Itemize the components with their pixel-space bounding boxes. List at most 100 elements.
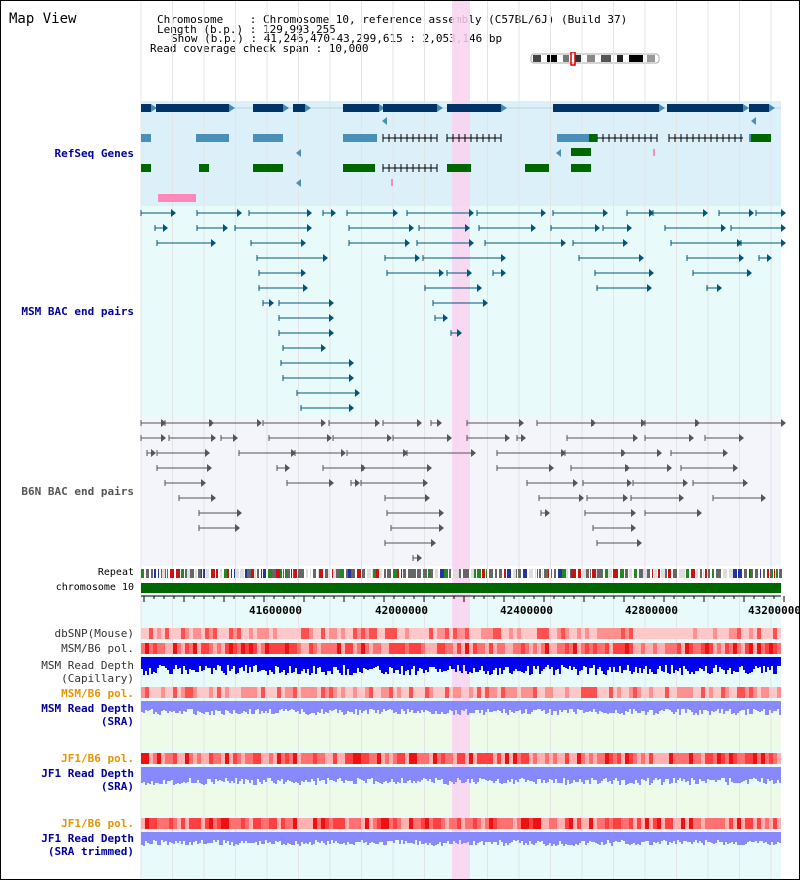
- polymorphism-cell: [709, 643, 713, 654]
- read-depth-bar: [311, 767, 313, 779]
- read-depth-bar: [641, 657, 643, 673]
- read-depth-bar: [709, 657, 711, 674]
- polymorphism-cell: [685, 687, 689, 698]
- polymorphism-cell: [441, 643, 445, 654]
- read-depth-bar: [437, 832, 439, 844]
- read-depth-bar: [179, 832, 181, 841]
- read-depth-bar: [347, 832, 349, 842]
- polymorphism-cell: [533, 818, 537, 829]
- read-depth-bar: [343, 767, 345, 783]
- chromosome-ideogram[interactable]: [529, 52, 661, 66]
- read-depth-bar: [463, 701, 465, 711]
- read-depth-bar: [289, 657, 291, 666]
- read-depth-bar: [657, 657, 659, 669]
- read-depth-bar: [319, 767, 321, 781]
- read-depth-bar: [387, 767, 389, 783]
- polymorphism-cell: [213, 687, 217, 698]
- polymorphism-cell: [589, 628, 593, 639]
- read-depth-bar: [295, 832, 297, 841]
- polymorphism-cell: [689, 687, 693, 698]
- read-depth-bar: [387, 701, 389, 710]
- polymorphism-cell: [605, 753, 609, 764]
- msm-bac-pair-end: [501, 269, 506, 277]
- read-depth-bar: [281, 657, 283, 672]
- read-depth-bar: [197, 701, 199, 711]
- polymorphism-cell: [401, 687, 405, 698]
- polymorphism-cell: [485, 818, 489, 829]
- read-depth-bar: [495, 832, 497, 842]
- read-depth-bar: [179, 767, 181, 784]
- read-depth-bar: [149, 767, 151, 784]
- b6n-bac-pair-end: [375, 419, 380, 427]
- repeat-element: [551, 569, 552, 578]
- polymorphism-cell: [557, 753, 561, 764]
- read-depth-bar: [239, 701, 241, 714]
- polymorphism-cell: [765, 687, 769, 698]
- chromosome-bar: [141, 583, 781, 593]
- msm-bac-pair-end: [457, 329, 462, 337]
- read-depth-bar: [773, 701, 775, 711]
- msm-bac-pair-end: [409, 224, 414, 232]
- read-depth-bar: [575, 701, 577, 714]
- polymorphism-cell: [449, 753, 453, 764]
- read-depth-bar: [741, 701, 743, 710]
- read-depth-bar: [745, 832, 747, 844]
- repeat-element: [749, 569, 750, 578]
- read-depth-bar: [459, 701, 461, 715]
- read-depth-bar: [355, 767, 357, 784]
- repeat-element: [643, 569, 647, 578]
- b6n-bac-pair-end: [545, 509, 550, 517]
- read-depth-bar: [303, 701, 305, 712]
- read-depth-bar: [717, 657, 719, 672]
- read-depth-bar: [431, 701, 433, 714]
- repeat-element: [287, 569, 290, 578]
- repeat-element: [257, 569, 259, 578]
- polymorphism-cell: [341, 628, 345, 639]
- polymorphism-cell: [565, 687, 569, 698]
- read-depth-bar: [313, 832, 315, 844]
- read-depth-bar: [669, 701, 671, 710]
- read-depth-bar: [391, 657, 393, 668]
- polymorphism-cell: [741, 628, 745, 639]
- read-depth-bar: [279, 767, 281, 781]
- polymorphism-cell: [525, 687, 529, 698]
- read-depth-bar: [627, 767, 629, 784]
- polymorphism-cell: [517, 687, 521, 698]
- read-depth-bar: [723, 701, 725, 714]
- read-depth-bar: [367, 767, 369, 779]
- read-depth-bar: [329, 832, 331, 844]
- polymorphism-cell: [489, 687, 493, 698]
- polymorphism-cell: [425, 753, 429, 764]
- read-depth-bar: [201, 767, 203, 784]
- read-depth-bar: [491, 657, 493, 674]
- repeat-element: [393, 569, 397, 578]
- polymorphism-cell: [385, 753, 389, 764]
- polymorphism-cell: [689, 628, 693, 639]
- read-depth-bar: [435, 767, 437, 778]
- read-depth-bar: [441, 657, 443, 672]
- msm-bac-pair-end: [307, 224, 312, 232]
- polymorphism-cell: [773, 643, 777, 654]
- read-depth-bar: [701, 701, 703, 714]
- read-depth-bar: [331, 832, 333, 840]
- polymorphism-cell: [713, 628, 717, 639]
- polymorphism-cell: [473, 687, 477, 698]
- polymorphism-cell: [409, 687, 413, 698]
- read-depth-bar: [631, 767, 633, 783]
- read-depth-bar: [647, 657, 649, 674]
- read-depth-bar: [423, 767, 425, 778]
- read-depth-bar: [207, 657, 209, 668]
- msm-bac-pair-end: [329, 329, 334, 337]
- read-depth-bar: [609, 767, 611, 781]
- polymorphism-cell: [245, 753, 249, 764]
- read-depth-bar: [605, 767, 607, 778]
- read-depth-bar: [415, 767, 417, 783]
- polymorphism-cell: [157, 628, 161, 639]
- read-depth-bar: [763, 832, 765, 843]
- read-depth-bar: [317, 657, 319, 668]
- polymorphism-cell: [429, 687, 433, 698]
- read-depth-bar: [221, 832, 223, 845]
- msm-bac-pair-end: [349, 359, 354, 367]
- read-depth-bar: [189, 767, 191, 778]
